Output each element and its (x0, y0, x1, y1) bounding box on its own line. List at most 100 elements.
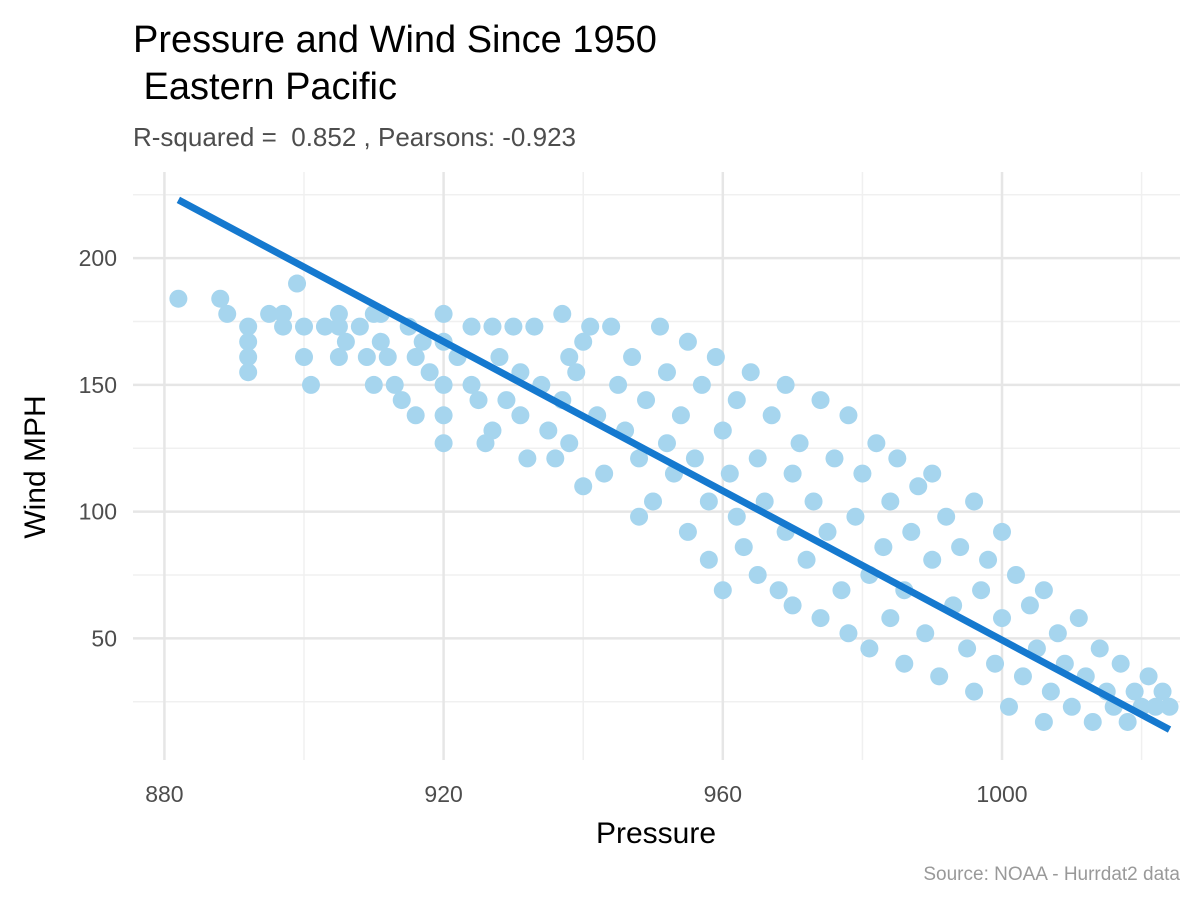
data-point (295, 317, 314, 336)
data-point (986, 654, 1005, 673)
data-point (776, 375, 795, 394)
data-point (301, 375, 320, 394)
data-point (881, 609, 900, 628)
data-point (657, 363, 676, 382)
data-point (602, 317, 621, 336)
data-point (295, 348, 314, 367)
x-axis-label: Pressure (596, 817, 716, 850)
data-point (434, 375, 453, 394)
data-point (860, 639, 879, 658)
data-point (274, 317, 293, 336)
data-point (539, 421, 558, 440)
data-point (378, 348, 397, 367)
data-point (1034, 581, 1053, 600)
data-point (644, 492, 663, 511)
data-point (895, 654, 914, 673)
data-point (1125, 682, 1144, 701)
data-point (218, 304, 237, 323)
y-tick-label: 100 (79, 499, 117, 525)
data-point (462, 375, 481, 394)
data-point (1013, 667, 1032, 686)
x-axis-ticks: 880 920 960 1000 (145, 781, 1027, 807)
data-point (239, 348, 258, 367)
data-point (1160, 697, 1179, 716)
x-tick-label: 960 (704, 781, 742, 807)
data-point (790, 434, 809, 453)
data-point (406, 406, 425, 425)
data-point (1048, 624, 1067, 643)
data-point (881, 492, 900, 511)
data-point (434, 434, 453, 453)
data-point (909, 477, 928, 496)
data-point (923, 464, 942, 483)
y-tick-label: 200 (79, 245, 117, 271)
data-point (846, 507, 865, 526)
y-tick-label: 50 (91, 625, 117, 651)
data-point (678, 522, 697, 541)
data-point (434, 406, 453, 425)
data-point (762, 406, 781, 425)
data-point (972, 581, 991, 600)
data-point (769, 581, 788, 600)
regression-line-group (176, 196, 1172, 733)
data-point (811, 609, 830, 628)
data-point (699, 550, 718, 569)
data-point (734, 538, 753, 557)
data-point (713, 421, 732, 440)
data-point (483, 317, 502, 336)
data-point (350, 317, 369, 336)
data-point (315, 317, 334, 336)
data-point (706, 348, 725, 367)
data-point (965, 682, 984, 701)
data-point (574, 332, 593, 351)
y-tick-label: 150 (79, 372, 117, 398)
data-point (288, 274, 307, 293)
data-point (637, 391, 656, 410)
data-point (958, 639, 977, 658)
data-point (239, 332, 258, 351)
data-point (525, 317, 544, 336)
data-point (483, 421, 502, 440)
data-point (329, 304, 348, 323)
data-point (699, 492, 718, 511)
data-point (832, 581, 851, 600)
data-point (630, 449, 649, 468)
data-point (902, 522, 921, 541)
data-point (755, 492, 774, 511)
y-axis-label: Wind MPH (19, 395, 52, 538)
data-point (1111, 654, 1130, 673)
data-point (406, 348, 425, 367)
data-point (1006, 565, 1025, 584)
data-point (518, 449, 537, 468)
data-point (748, 449, 767, 468)
data-point (951, 538, 970, 557)
data-point (650, 317, 669, 336)
chart-title-line-2: Eastern Pacific (133, 66, 397, 108)
chart-subtitle: R-squared = 0.852 , Pearsons: -0.923 (133, 122, 576, 152)
data-point (937, 507, 956, 526)
data-point (336, 332, 355, 351)
data-point (867, 434, 886, 453)
data-point (469, 391, 488, 410)
data-point (1146, 697, 1165, 716)
data-point (678, 332, 697, 351)
data-point (783, 464, 802, 483)
data-point (839, 406, 858, 425)
data-point (581, 317, 600, 336)
data-point (1034, 712, 1053, 731)
data-point (741, 363, 760, 382)
data-point (797, 550, 816, 569)
data-point (1062, 697, 1081, 716)
data-point (560, 434, 579, 453)
data-point (504, 317, 523, 336)
data-point (1041, 682, 1060, 701)
data-point (434, 304, 453, 323)
x-tick-label: 920 (424, 781, 462, 807)
data-point (1083, 712, 1102, 731)
data-point (825, 449, 844, 468)
data-point (413, 332, 432, 351)
data-point (169, 289, 188, 308)
data-point (916, 624, 935, 643)
data-point (274, 304, 293, 323)
